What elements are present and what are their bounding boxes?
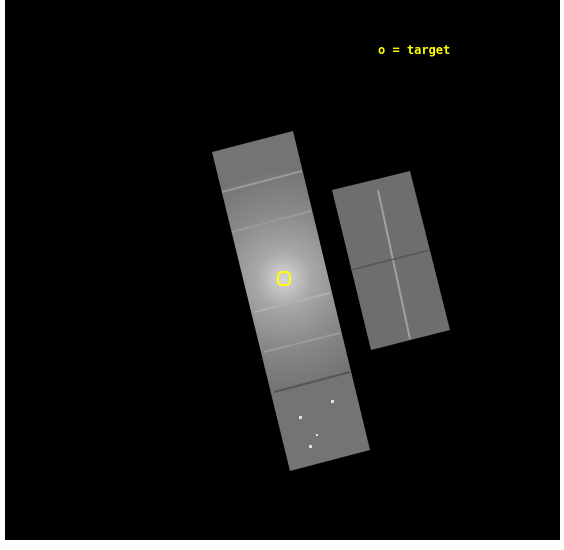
source [316,434,318,436]
image-view: o = target [0,0,564,550]
source [309,445,312,448]
source [331,400,334,403]
page: o = target (() => { const data = JSON.pa… [0,0,564,550]
legend-text: o = target [378,43,450,57]
source [299,416,302,419]
